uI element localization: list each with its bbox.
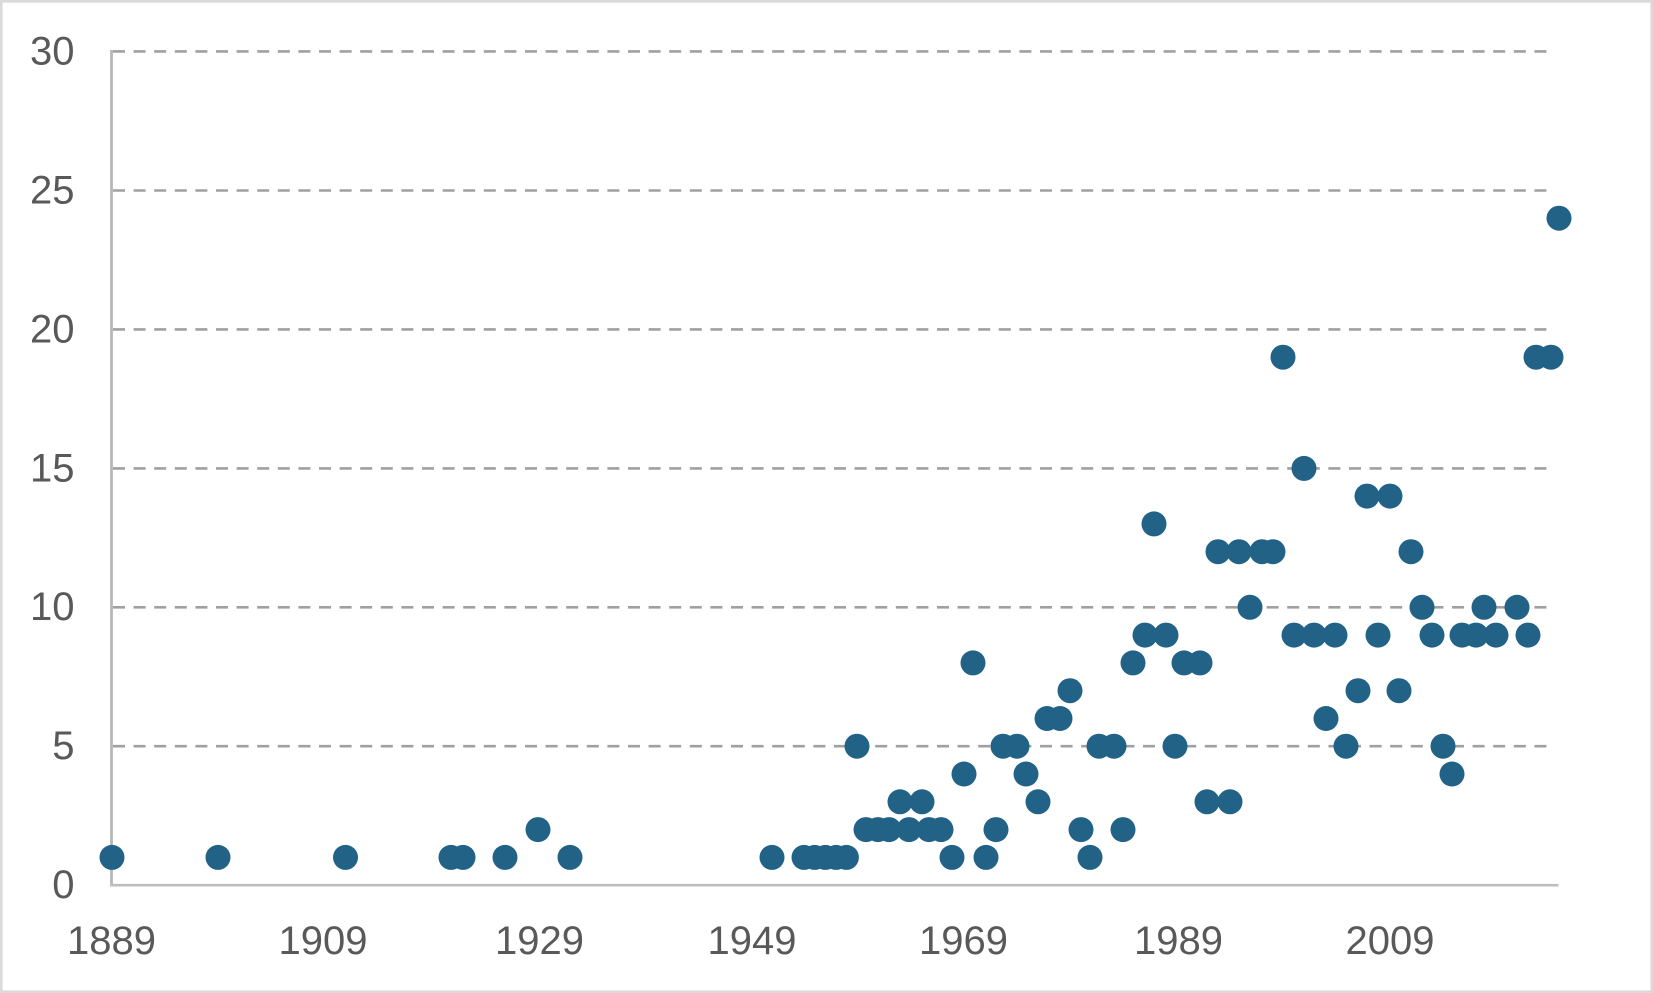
svg-text:10: 10 — [30, 585, 75, 629]
svg-text:2009: 2009 — [1346, 919, 1435, 963]
svg-text:1889: 1889 — [67, 919, 156, 963]
svg-text:1989: 1989 — [1134, 919, 1223, 963]
svg-text:20: 20 — [30, 307, 75, 351]
svg-text:0: 0 — [52, 863, 74, 907]
svg-text:1909: 1909 — [279, 919, 368, 963]
svg-text:1969: 1969 — [919, 919, 1008, 963]
svg-text:30: 30 — [30, 29, 75, 73]
svg-text:5: 5 — [52, 724, 74, 768]
svg-text:15: 15 — [30, 446, 75, 490]
svg-text:1929: 1929 — [495, 919, 584, 963]
svg-text:1949: 1949 — [708, 919, 797, 963]
svg-text:25: 25 — [30, 168, 75, 212]
